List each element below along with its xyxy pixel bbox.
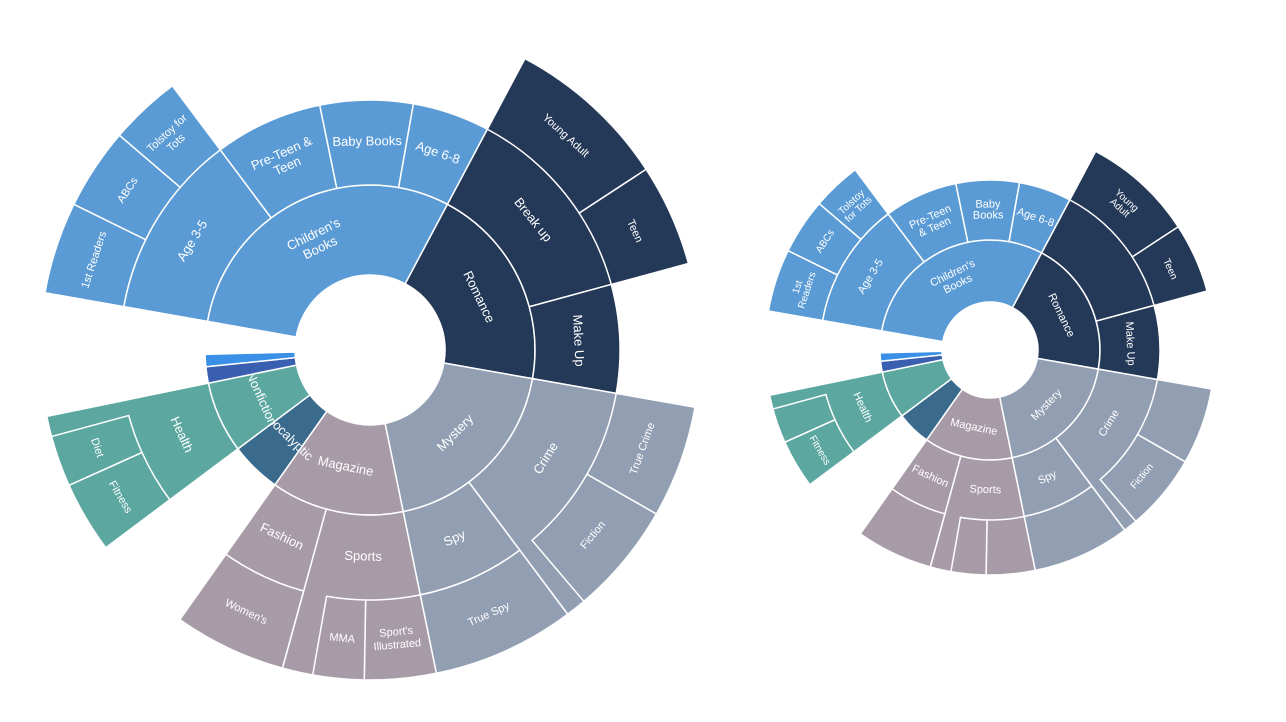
sunburst-chart-left: Children'sBooksRomanceMysteryMagazineApo… [40,20,700,700]
seg-baby [320,100,414,188]
sunburst-chart-right: Children'sBooksRomanceMysteryMagazineAge… [760,120,1220,580]
sunburst-right: Children'sBooksRomanceMysteryMagazineAge… [760,120,1220,580]
sunburst-left: Children'sBooksRomanceMysteryMagazineApo… [40,20,700,700]
